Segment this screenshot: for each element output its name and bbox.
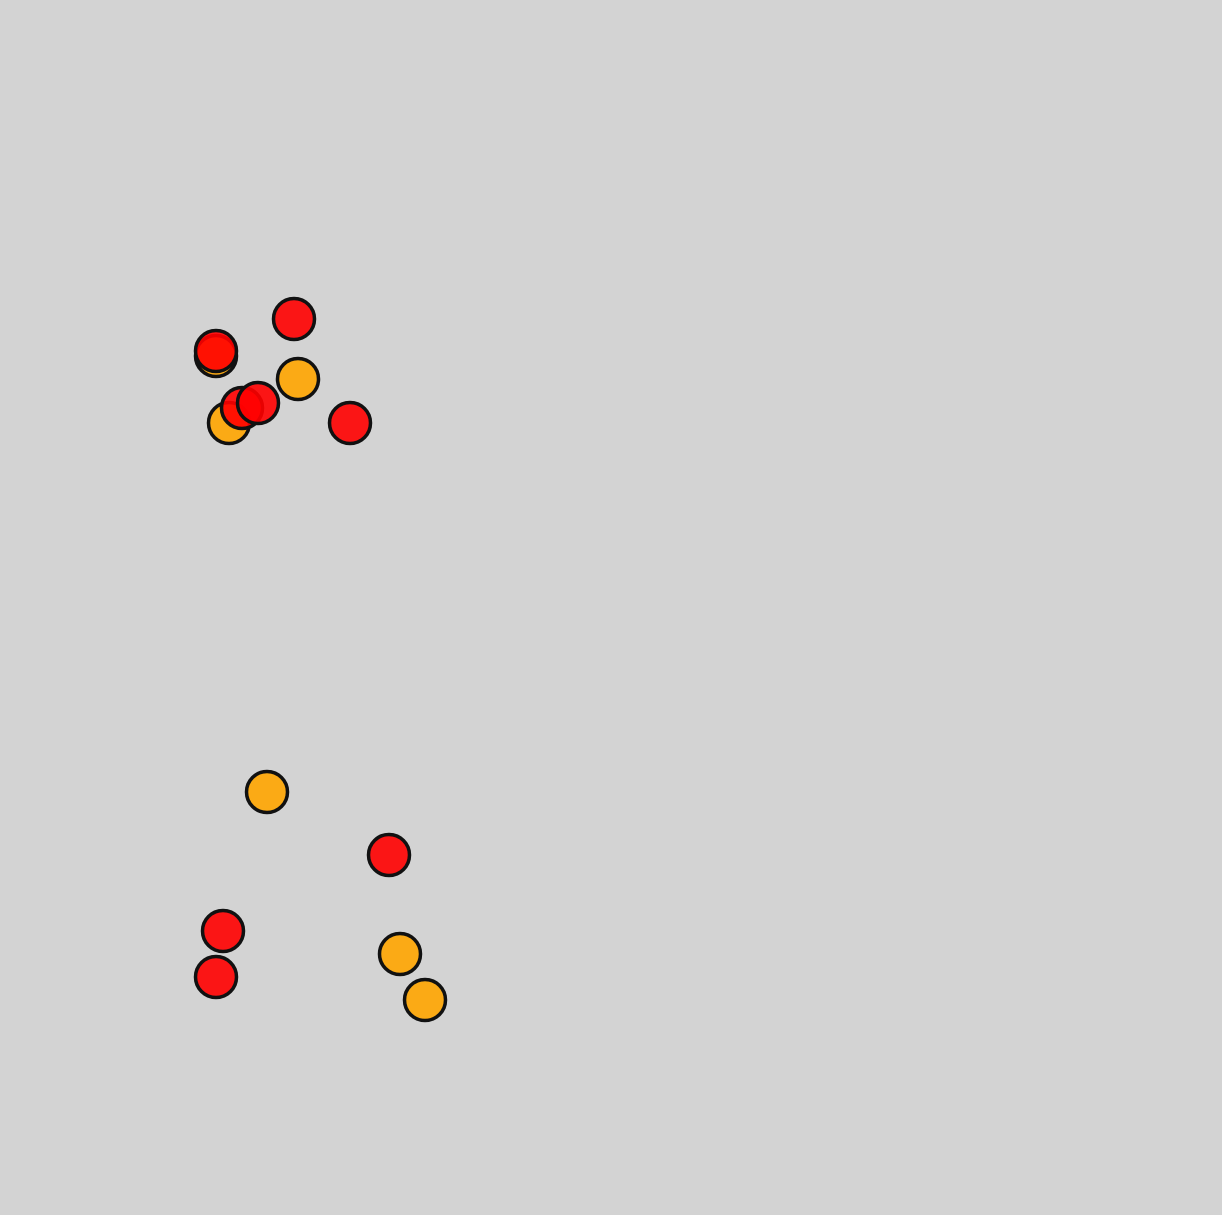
red-disc[interactable] (271, 296, 317, 342)
orange-disc[interactable] (402, 977, 448, 1023)
orange-disc[interactable] (244, 769, 290, 815)
red-disc[interactable] (366, 832, 412, 878)
red-disc[interactable] (327, 400, 373, 446)
orange-disc[interactable] (275, 356, 321, 402)
orange-disc[interactable] (377, 931, 423, 977)
red-disc[interactable] (235, 380, 281, 426)
red-disc[interactable] (193, 954, 239, 1000)
red-disc[interactable] (200, 908, 246, 954)
red-disc[interactable] (193, 328, 239, 374)
